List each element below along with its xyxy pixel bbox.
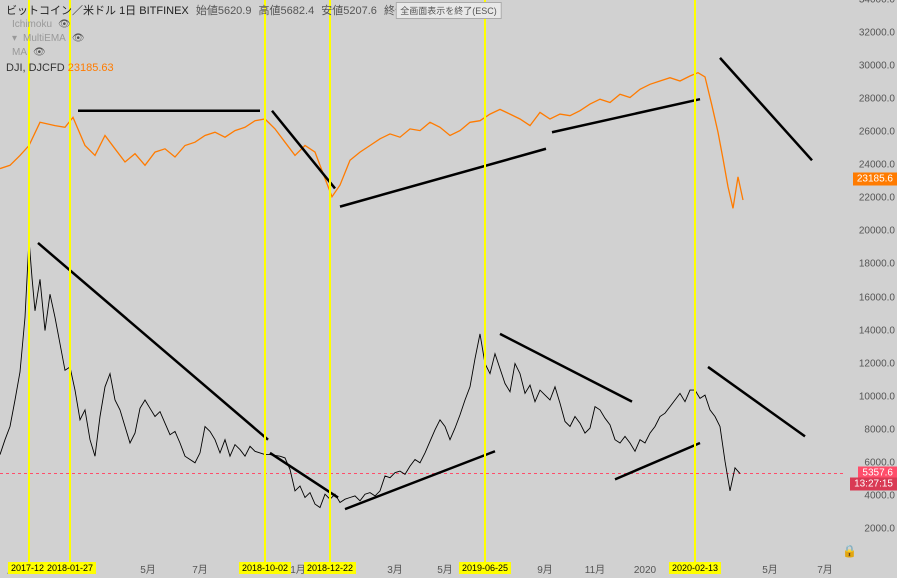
chart-plot[interactable] bbox=[0, 0, 897, 578]
y-axis-tick: 8000.0 bbox=[864, 424, 895, 435]
eye-off-icon[interactable]: 👁 bbox=[72, 32, 85, 46]
y-axis-tick: 22000.0 bbox=[859, 193, 895, 204]
timeframe[interactable]: 1日 bbox=[119, 5, 136, 17]
indicator-ma[interactable]: MA bbox=[12, 46, 27, 60]
y-axis-tick: 34000.0 bbox=[859, 0, 895, 6]
vertical-marker[interactable] bbox=[28, 0, 30, 562]
ohlc-low: 安値5207.6 bbox=[321, 5, 377, 17]
vertical-marker[interactable] bbox=[329, 0, 331, 562]
compare-symbol: DJI, DJCFD bbox=[6, 62, 65, 74]
vertical-marker-label: 2018-01-27 bbox=[44, 562, 96, 574]
chart-container: ビットコイン／米ドル 1日 BITFINEX 始値5620.9 高値5682.4… bbox=[0, 0, 897, 578]
x-axis-tick: 11月 bbox=[585, 561, 605, 576]
exchange: BITFINEX bbox=[139, 5, 189, 17]
vertical-marker[interactable] bbox=[69, 0, 71, 562]
y-axis-tick: 24000.0 bbox=[859, 160, 895, 171]
compare-symbol-row[interactable]: DJI, DJCFD 23185.63 bbox=[6, 62, 114, 74]
y-axis-tick: 4000.0 bbox=[864, 490, 895, 501]
y-axis-tick: 28000.0 bbox=[859, 94, 895, 105]
price-tag: 23185.6 bbox=[853, 172, 897, 185]
x-axis-tick: 7月 bbox=[817, 561, 833, 576]
x-axis-tick: 5月 bbox=[140, 561, 156, 576]
y-axis-tick: 20000.0 bbox=[859, 226, 895, 237]
x-axis-tick: 7月 bbox=[192, 561, 208, 576]
lock-icon[interactable]: 🔒 bbox=[842, 544, 857, 558]
vertical-marker[interactable] bbox=[484, 0, 486, 562]
x-axis-tick: 3月 bbox=[387, 561, 403, 576]
y-axis-tick: 26000.0 bbox=[859, 127, 895, 138]
y-axis-tick: 12000.0 bbox=[859, 358, 895, 369]
x-axis-tick: 5月 bbox=[437, 561, 453, 576]
vertical-marker-label: 2018-10-02 bbox=[239, 562, 291, 574]
y-axis-tick: 18000.0 bbox=[859, 259, 895, 270]
esc-fullscreen-badge[interactable]: 全画面表示を終了(ESC) bbox=[395, 2, 502, 19]
vertical-marker-label: 2019-06-25 bbox=[459, 562, 511, 574]
compare-value: 23185.63 bbox=[68, 62, 114, 74]
indicator-multiema[interactable]: MultiEMA bbox=[23, 32, 66, 46]
eye-off-icon[interactable]: 👁 bbox=[33, 46, 46, 60]
vertical-marker-label: 2020-02-13 bbox=[669, 562, 721, 574]
vertical-marker-label: 2018-12-22 bbox=[304, 562, 356, 574]
y-axis-tick: 32000.0 bbox=[859, 28, 895, 39]
x-axis-tick: 2020 bbox=[634, 565, 656, 576]
x-axis-tick: 5月 bbox=[762, 561, 778, 576]
y-axis-tick: 16000.0 bbox=[859, 292, 895, 303]
y-axis-tick: 30000.0 bbox=[859, 61, 895, 72]
y-axis-tick: 14000.0 bbox=[859, 325, 895, 336]
x-axis-tick: 9月 bbox=[537, 561, 553, 576]
vertical-marker[interactable] bbox=[264, 0, 266, 562]
y-axis-tick: 2000.0 bbox=[864, 523, 895, 534]
eye-off-icon[interactable]: 👁 bbox=[58, 18, 71, 32]
vertical-marker[interactable] bbox=[694, 0, 696, 562]
ohlc-high: 高値5682.4 bbox=[259, 5, 315, 17]
indicator-list: Ichimoku👁 ▾MultiEMA👁 MA👁 bbox=[12, 18, 85, 60]
price-tag: 13:27:15 bbox=[850, 478, 897, 491]
ohlc-open: 始値5620.9 bbox=[196, 5, 252, 17]
indicator-ichimoku[interactable]: Ichimoku bbox=[12, 18, 52, 32]
symbol-name[interactable]: ビットコイン／米ドル bbox=[6, 5, 116, 17]
y-axis-tick: 10000.0 bbox=[859, 391, 895, 402]
